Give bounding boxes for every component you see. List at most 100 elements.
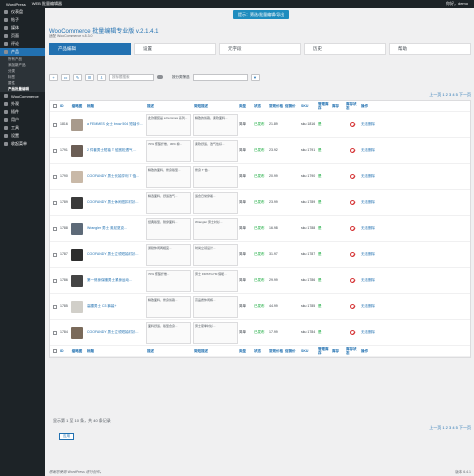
manage-stock[interactable]: 是 xyxy=(318,122,322,127)
submenu-item[interactable]: 分类 xyxy=(0,68,45,74)
product-status[interactable]: 已发布 xyxy=(254,226,265,231)
pagination-bottom[interactable]: 上一页 1 2 3 4 5 下一页 xyxy=(429,425,471,430)
regular-price[interactable]: 44.99 xyxy=(269,304,278,309)
foot-stock-status[interactable]: 库存状态 xyxy=(346,346,357,356)
folder-icon[interactable]: ▭ xyxy=(61,73,70,81)
site-name[interactable]: WordPress xyxy=(6,1,26,7)
row-checkbox[interactable] xyxy=(50,122,59,127)
product-short-description[interactable]: 男士夏季衬衫... xyxy=(193,321,238,344)
sidebar-item[interactable]: 帖子 xyxy=(0,16,45,24)
regular-price[interactable]: 21.89 xyxy=(269,122,278,127)
checkbox[interactable] xyxy=(52,278,57,283)
product-description[interactable]: 70% 聚酯纤维，30% 棉... xyxy=(146,139,191,162)
checkbox[interactable] xyxy=(52,174,57,179)
export-icon[interactable]: ⇩ xyxy=(97,73,106,81)
product-title[interactable]: 高腰男士 C3 裤装+ xyxy=(87,304,117,309)
product-type[interactable]: 简单 xyxy=(239,252,246,257)
product-sku[interactable]: sku 1784 xyxy=(301,330,316,335)
product-status[interactable]: 已发布 xyxy=(254,122,265,127)
manage-stock[interactable]: 是 xyxy=(318,304,322,309)
product-description[interactable]: 面料舒适，版型合身... xyxy=(146,321,191,344)
product-sku[interactable]: sku 1786 xyxy=(301,278,316,283)
product-status[interactable]: 已发布 xyxy=(254,148,265,153)
row-actions[interactable]: 无法删除 xyxy=(361,148,375,153)
ban-icon[interactable] xyxy=(350,226,355,231)
search-toggle[interactable] xyxy=(157,75,163,79)
product-description[interactable]: 精致的面料，修身版型... xyxy=(146,165,191,188)
pagination-top[interactable]: 上一页 1 2 3 4 5 下一页 xyxy=(429,92,471,97)
sidebar-item[interactable]: 设置 xyxy=(0,132,45,140)
row-actions[interactable]: 无法删除 xyxy=(361,304,375,309)
product-description[interactable]: 精选面料，舒适透气... xyxy=(146,191,191,214)
row-actions[interactable]: 无法删除 xyxy=(361,200,375,205)
table-row[interactable]: 1784 COOFANDY 男士立领短袖衬衫... 面料舒适，版型合身... 男士夏季… xyxy=(50,320,470,346)
bulk-edit-icon[interactable]: ✎ xyxy=(73,73,82,81)
col-sale[interactable]: 促销价 xyxy=(285,103,296,108)
manage-stock[interactable]: 是 xyxy=(318,174,322,179)
col-type[interactable]: 类型 xyxy=(239,103,246,108)
add-icon[interactable]: + xyxy=(49,73,58,81)
product-title[interactable]: Wrangler 男士 奥尼夏克... xyxy=(87,226,127,231)
table-row[interactable]: 1785 高腰男士 C3 裤装+ 精致面料，修身剪裁... 高品质休闲裤... 简单 已发… xyxy=(50,294,470,320)
regular-price[interactable]: 23.99 xyxy=(269,200,278,205)
foot-price[interactable]: 常规价格 xyxy=(269,348,283,353)
select-all-checkbox-bottom[interactable] xyxy=(52,349,57,353)
sidebar-item[interactable]: 媒体 xyxy=(0,24,45,32)
col-status[interactable]: 状态 xyxy=(254,103,261,108)
col-id[interactable]: ID xyxy=(60,103,64,108)
product-title[interactable]: 第一修身保暖男士紧身运动... xyxy=(87,278,132,283)
product-status[interactable]: 已发布 xyxy=(254,304,265,309)
product-description[interactable]: 精致面料，修身剪裁... xyxy=(146,295,191,318)
row-actions[interactable]: 无法删除 xyxy=(361,252,375,257)
submenu-item[interactable]: 产品批量编辑 xyxy=(0,86,45,92)
manage-stock[interactable]: 是 xyxy=(318,252,322,257)
product-sku[interactable]: sku 1790 xyxy=(301,174,316,179)
product-status[interactable]: 已发布 xyxy=(254,200,265,205)
sidebar-item[interactable]: 页面 xyxy=(0,32,45,40)
regular-price[interactable]: 23.92 xyxy=(269,148,278,153)
manage-stock[interactable]: 是 xyxy=(318,148,322,153)
row-checkbox[interactable] xyxy=(50,252,59,257)
tab-4[interactable]: 帮助 xyxy=(389,43,471,55)
regular-price[interactable]: 20.99 xyxy=(269,174,278,179)
tab-0[interactable]: 产品编辑 xyxy=(49,43,131,55)
foot-status[interactable]: 状态 xyxy=(254,348,261,353)
foot-manage[interactable]: 管理库存 xyxy=(318,346,329,356)
product-sku[interactable]: sku 1787 xyxy=(301,252,316,257)
product-status[interactable]: 已发布 xyxy=(254,174,265,179)
table-row[interactable]: 1788 Wrangler 男士 奥尼夏克... 经典版型，耐穿面料... Wrang… xyxy=(50,216,470,242)
checkbox[interactable] xyxy=(52,122,57,127)
submenu-item[interactable]: 添加新产品 xyxy=(0,62,45,68)
product-title[interactable]: COOFANDY 男士立领短袖衬衫... xyxy=(87,252,139,257)
row-actions[interactable]: 无法删除 xyxy=(361,226,375,231)
stock-status-icon[interactable] xyxy=(345,304,360,309)
search-input[interactable]: 按标题搜索 xyxy=(109,73,154,81)
row-checkbox[interactable] xyxy=(50,278,59,283)
product-type[interactable]: 简单 xyxy=(239,200,246,205)
product-sku[interactable]: sku 1788 xyxy=(301,226,316,231)
foot-stock[interactable]: 库存 xyxy=(332,348,339,353)
col-stock-status[interactable]: 库存状态 xyxy=(346,101,357,111)
col-manage[interactable]: 管理库存 xyxy=(318,101,329,111)
table-row[interactable]: 1791 2 件套男士短袖 T 恤宽松透气 ... 70% 聚酯纤维，30% 棉..… xyxy=(50,138,470,164)
tab-1[interactable]: 设置 xyxy=(134,43,216,55)
ban-icon[interactable] xyxy=(350,330,355,335)
manage-stock[interactable]: 是 xyxy=(318,226,322,231)
page-label[interactable]: WEB 批量编辑器 xyxy=(31,1,62,6)
checkbox[interactable] xyxy=(52,226,57,231)
product-title[interactable]: COOFANDY 男士休闲纽扣衬衫... xyxy=(87,200,139,205)
col-price[interactable]: 常规价格 xyxy=(269,103,283,108)
product-description[interactable]: 经典版型，耐穿面料... xyxy=(146,217,191,240)
checkbox[interactable] xyxy=(52,148,57,153)
foot-title[interactable]: 标题 xyxy=(87,348,94,353)
submenu-item[interactable]: 属性 xyxy=(0,80,45,86)
product-type[interactable]: 简单 xyxy=(239,174,246,179)
checkbox[interactable] xyxy=(52,200,57,205)
row-actions[interactable]: 无法删除 xyxy=(361,122,375,127)
apply-button[interactable]: 应用 xyxy=(59,433,74,440)
user-greeting[interactable]: 你好，demo xyxy=(445,1,468,6)
stock-status-icon[interactable] xyxy=(345,174,360,179)
product-type[interactable]: 简单 xyxy=(239,330,246,335)
stock-status-icon[interactable] xyxy=(345,226,360,231)
regular-price[interactable]: 16.98 xyxy=(269,226,278,231)
